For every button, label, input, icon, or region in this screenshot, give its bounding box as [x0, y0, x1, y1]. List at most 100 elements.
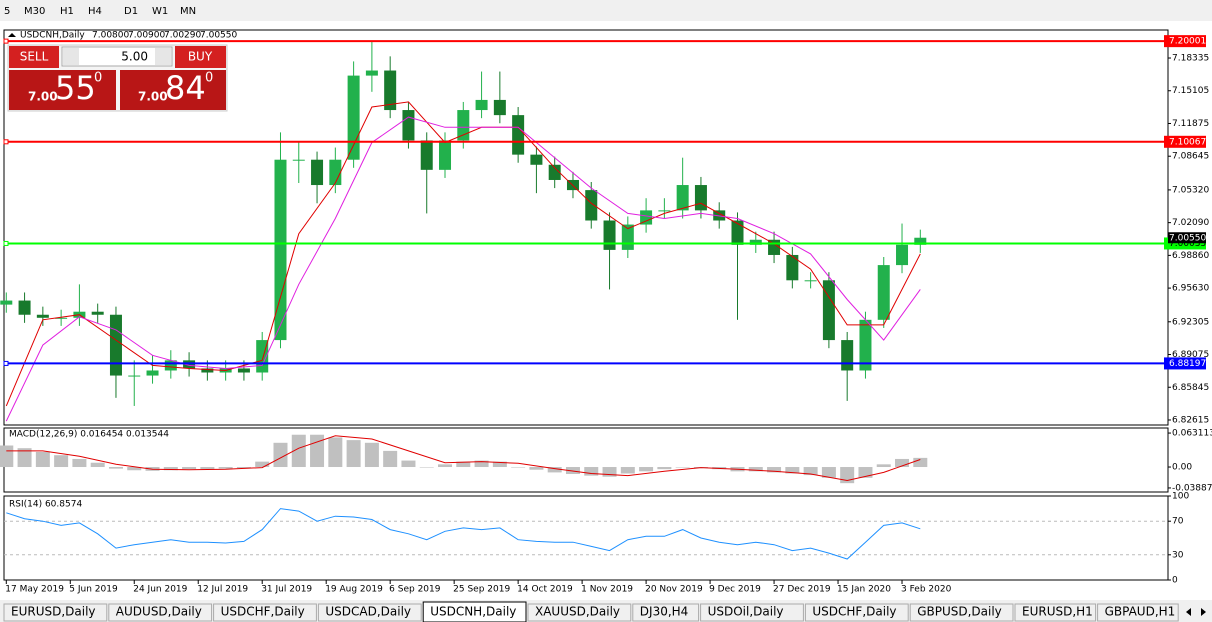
buy-button[interactable] — [175, 46, 226, 68]
candle-body — [804, 280, 817, 282]
candle-body — [768, 239, 781, 255]
buy-pips: 84 — [165, 69, 206, 107]
tab[interactable] — [700, 603, 804, 622]
y-tick-label: 6.98860 — [1172, 251, 1209, 261]
candle-body — [329, 159, 342, 186]
x-tick-label: 31 Jul 2019 — [261, 585, 312, 595]
lot-input[interactable] — [61, 46, 173, 67]
macd-bar — [35, 451, 50, 468]
macd-bar — [767, 467, 782, 473]
timeframe-button[interactable]: W1 — [152, 6, 168, 17]
level-handle[interactable] — [3, 360, 9, 366]
candle-body — [439, 140, 452, 170]
y-tick-label: 0.00 — [1172, 463, 1192, 473]
x-tick-label: 3 Feb 2020 — [901, 585, 952, 595]
lot-down[interactable] — [63, 48, 79, 65]
candle-body — [548, 164, 561, 180]
tab[interactable] — [804, 603, 909, 622]
ohlc-label: 7.00550 — [200, 31, 237, 41]
tab-label: GBPAUD,H1 — [1105, 605, 1176, 619]
candle-body — [896, 244, 909, 266]
y-tick-label: 30 — [1172, 550, 1184, 560]
y-tick-label: 6.82615 — [1172, 415, 1209, 425]
y-tick-label: 7.11875 — [1172, 119, 1209, 129]
tab[interactable] — [3, 603, 108, 622]
y-tick-label: 6.85845 — [1172, 383, 1209, 393]
tab-label: USDOil,Daily — [708, 605, 784, 619]
tab[interactable] — [1097, 603, 1179, 622]
x-tick-label: 20 Nov 2019 — [645, 585, 703, 595]
candle-body — [365, 70, 378, 76]
macd-bar — [54, 455, 69, 468]
level-handle[interactable] — [3, 38, 9, 44]
timeframe-button[interactable]: M30 — [24, 6, 45, 17]
timeframe-button[interactable]: H4 — [88, 6, 102, 17]
candle-body — [877, 265, 890, 320]
lot-up[interactable] — [155, 48, 171, 65]
candle-body — [420, 140, 433, 170]
macd-bar — [72, 458, 87, 468]
candle-body — [0, 300, 13, 305]
y-tick-label: 0 — [1172, 576, 1178, 586]
timeframe-button[interactable]: 5 — [4, 6, 10, 17]
level-handle[interactable] — [3, 240, 9, 246]
y-tick-label: 7.02090 — [1172, 218, 1209, 228]
macd-bar — [17, 448, 32, 468]
level-handle[interactable] — [3, 139, 9, 145]
sell-price-box[interactable] — [9, 70, 116, 110]
tab[interactable] — [422, 601, 527, 622]
timeframe-button[interactable]: MN — [180, 6, 196, 17]
collapse-icon[interactable] — [8, 33, 16, 37]
y-tick-label: 6.89075 — [1172, 350, 1209, 360]
candle-body — [128, 375, 141, 377]
macd-bar — [438, 464, 453, 468]
trade-panel: SELL 5.00 BUY 7.00 55 0 7.00 84 0 — [7, 44, 228, 112]
tab-scroll-right[interactable] — [1201, 608, 1206, 616]
macd-bar — [913, 457, 928, 468]
macd-bar — [803, 467, 818, 476]
x-tick-label: 17 May 2019 — [5, 585, 64, 595]
sell-button[interactable] — [9, 46, 59, 68]
candle-body — [640, 210, 653, 225]
tab[interactable] — [527, 603, 632, 622]
timeframe-button[interactable]: H1 — [60, 6, 74, 17]
sell-big: 7.00 — [28, 90, 58, 104]
level-label: 7.20001 — [1169, 37, 1206, 47]
tab[interactable] — [632, 603, 700, 622]
macd-bar — [182, 467, 197, 470]
macd-bar — [383, 450, 398, 468]
tab[interactable] — [909, 603, 1014, 622]
tab-scroll-left[interactable] — [1186, 608, 1191, 616]
tab[interactable] — [108, 603, 213, 622]
y-tick-label: 0.063113 — [1172, 429, 1212, 439]
candle-body — [694, 185, 707, 211]
macd-bar — [840, 467, 855, 484]
candle-body — [859, 319, 872, 371]
y-tick-label: 7.05320 — [1172, 185, 1209, 195]
level-label-bg — [1164, 35, 1206, 48]
macd-bar — [236, 467, 251, 469]
ohlc-label: 7.00900 — [128, 31, 165, 41]
level-label-bg — [1164, 357, 1206, 370]
candle-body — [493, 99, 506, 116]
macd-bar — [364, 442, 379, 468]
moving-average — [5, 116, 921, 422]
candle-body — [311, 159, 324, 186]
y-tick-label: 6.92305 — [1172, 317, 1209, 327]
candle-body — [55, 317, 68, 319]
y-tick-label: 70 — [1172, 517, 1184, 527]
tab-label: EURUSD,Daily — [11, 605, 96, 619]
buy-label: BUY — [188, 50, 213, 64]
tab[interactable] — [213, 603, 317, 622]
candle-body — [786, 254, 799, 281]
candle-body — [841, 340, 854, 371]
buy-price-box[interactable] — [120, 70, 226, 110]
moving-average — [5, 101, 921, 407]
tab[interactable] — [1014, 603, 1097, 622]
y-tick-label: 7.18335 — [1172, 54, 1209, 64]
macd-bar — [255, 461, 270, 468]
timeframe-button[interactable]: D1 — [124, 6, 138, 17]
tab[interactable] — [317, 603, 422, 622]
candle-body — [347, 75, 360, 160]
macd-bar — [127, 467, 142, 471]
